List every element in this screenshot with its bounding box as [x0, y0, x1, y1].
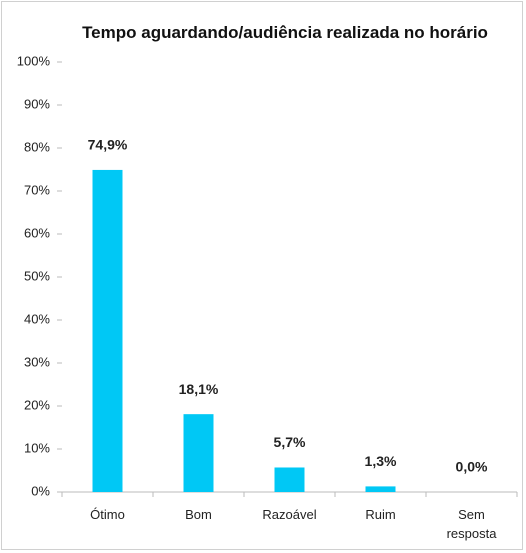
- y-tick-label: 40%: [24, 311, 50, 326]
- bar: [365, 486, 396, 492]
- x-tick-label: Razoável: [262, 507, 317, 522]
- y-tick-label: 80%: [24, 139, 50, 154]
- chart-title: Tempo aguardando/audiência realizada no …: [82, 23, 488, 42]
- value-label: 74,9%: [88, 137, 128, 153]
- x-tick-label: Ótimo: [90, 507, 125, 522]
- y-tick-label: 60%: [24, 225, 50, 240]
- y-tick-label: 30%: [24, 354, 50, 369]
- x-tick-label: Sem resposta: [446, 507, 497, 541]
- bar: [183, 414, 214, 492]
- x-tick-label: Ruim: [365, 507, 396, 522]
- y-tick-label: 100%: [17, 53, 51, 68]
- bar: [92, 169, 123, 492]
- y-tick-label: 0%: [31, 483, 50, 498]
- value-label: 0,0%: [456, 459, 488, 475]
- value-label: 1,3%: [365, 453, 397, 469]
- y-tick-label: 20%: [24, 397, 50, 412]
- y-tick-label: 90%: [24, 96, 50, 111]
- x-tick-label: Bom: [185, 507, 212, 522]
- y-tick-label: 70%: [24, 182, 50, 197]
- value-label: 5,7%: [274, 434, 306, 450]
- value-label: 18,1%: [179, 381, 219, 397]
- y-tick-label: 10%: [24, 440, 50, 455]
- y-tick-label: 50%: [24, 268, 50, 283]
- bar: [274, 467, 305, 492]
